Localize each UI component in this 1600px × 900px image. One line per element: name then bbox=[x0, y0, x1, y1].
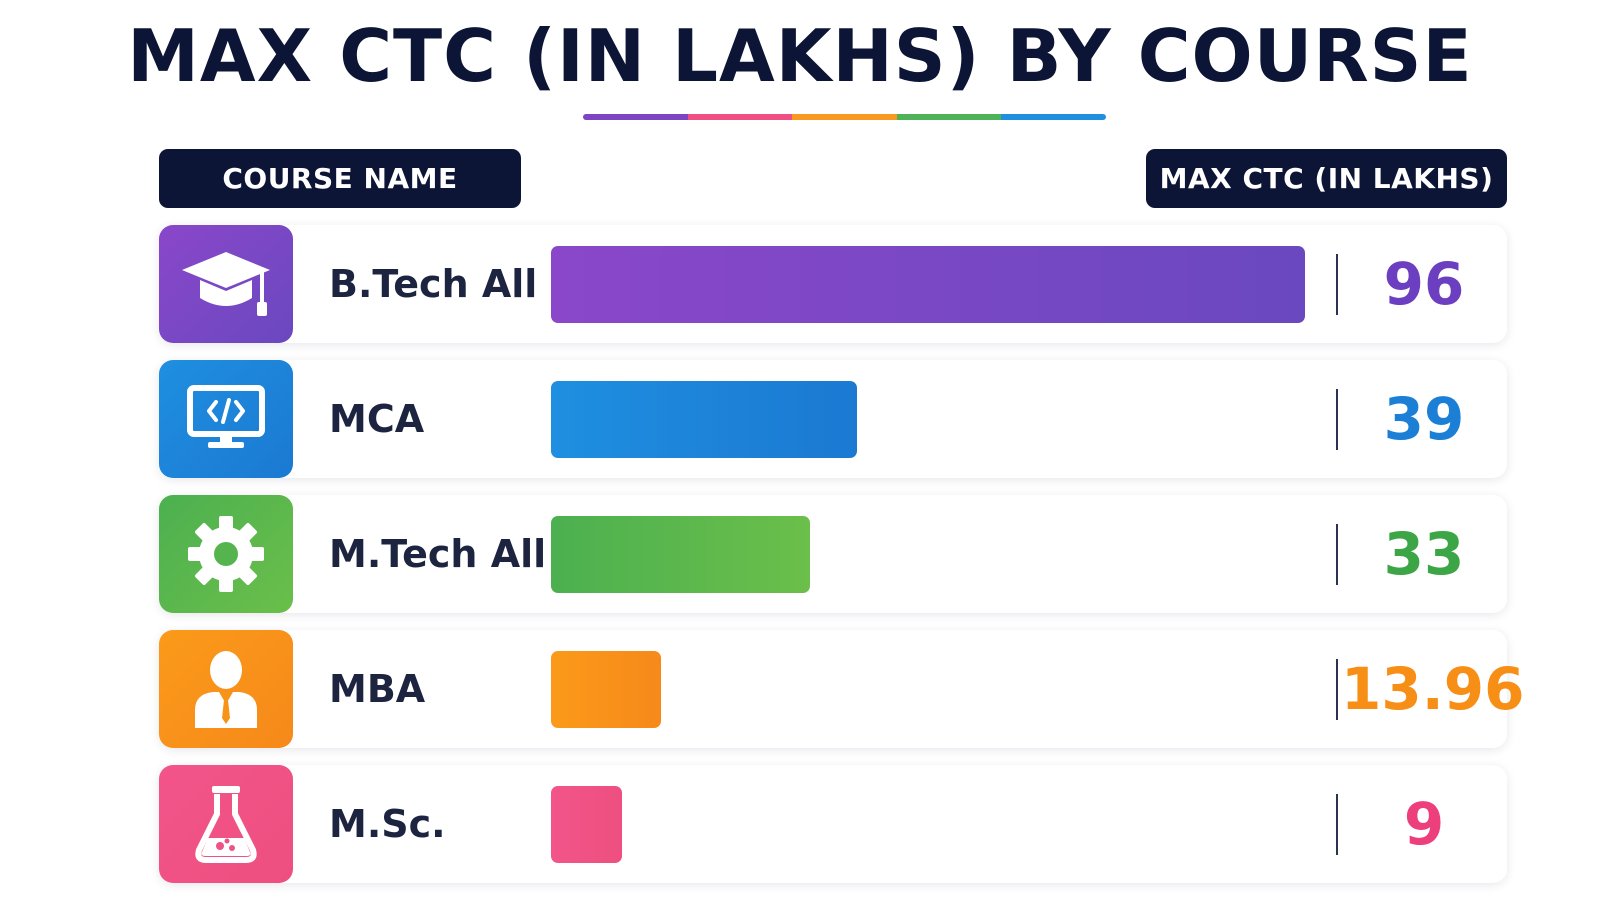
value-divider bbox=[1336, 524, 1338, 585]
bar-row-mca: MCA 39 bbox=[159, 360, 1507, 478]
icon-tile bbox=[159, 225, 293, 343]
bar-m-sc bbox=[551, 786, 622, 863]
flask-icon bbox=[194, 784, 258, 864]
bar-row-m-sc: M.Sc. 9 bbox=[159, 765, 1507, 883]
underline-segment bbox=[792, 114, 897, 120]
icon-tile bbox=[159, 765, 293, 883]
bar-m-tech-all bbox=[551, 516, 810, 593]
course-label: B.Tech All bbox=[329, 262, 538, 306]
bar-row-b-tech-all: B.Tech All 96 bbox=[159, 225, 1507, 343]
course-label: MBA bbox=[329, 667, 426, 711]
course-label: M.Sc. bbox=[329, 802, 446, 846]
value-label: 9 bbox=[1403, 790, 1445, 858]
value-label: 13.96 bbox=[1341, 655, 1525, 723]
gear-icon bbox=[188, 516, 264, 592]
value-divider bbox=[1336, 794, 1338, 855]
bar-b-tech-all bbox=[551, 246, 1305, 323]
businessman-icon bbox=[191, 648, 261, 730]
title-underline bbox=[583, 114, 1106, 120]
graduation-cap-icon bbox=[180, 248, 272, 320]
bar-row-m-tech-all: M.Tech All 33 bbox=[159, 495, 1507, 613]
bar-mba bbox=[551, 651, 661, 728]
underline-segment bbox=[896, 114, 1002, 120]
value-label: 33 bbox=[1383, 520, 1465, 588]
course-label: MCA bbox=[329, 397, 425, 441]
underline-segment bbox=[687, 114, 793, 120]
course-label: M.Tech All bbox=[329, 532, 547, 576]
bar-row-mba: MBA 13.96 bbox=[159, 630, 1525, 748]
icon-tile bbox=[159, 630, 293, 748]
value-label: 96 bbox=[1383, 250, 1465, 318]
icon-tile bbox=[159, 495, 293, 613]
max-ctc-header: MAX CTC (IN LAKHS) bbox=[1146, 149, 1507, 208]
value-divider bbox=[1336, 659, 1338, 720]
underline-segment bbox=[1001, 114, 1106, 120]
value-divider bbox=[1336, 254, 1338, 315]
value-label: 39 bbox=[1383, 385, 1465, 453]
bar-rows: B.Tech All 96 MCA 39 M.Tech All 33 MBA 13.96 M.S… bbox=[159, 225, 1525, 900]
icon-tile bbox=[159, 360, 293, 478]
value-divider bbox=[1336, 389, 1338, 450]
course-name-header: COURSE NAME bbox=[159, 149, 521, 208]
bar-mca bbox=[551, 381, 857, 458]
code-monitor-icon bbox=[186, 384, 266, 454]
underline-segment bbox=[583, 114, 688, 120]
chart-title: MAX CTC (IN LAKHS) BY COURSE bbox=[127, 14, 1473, 98]
